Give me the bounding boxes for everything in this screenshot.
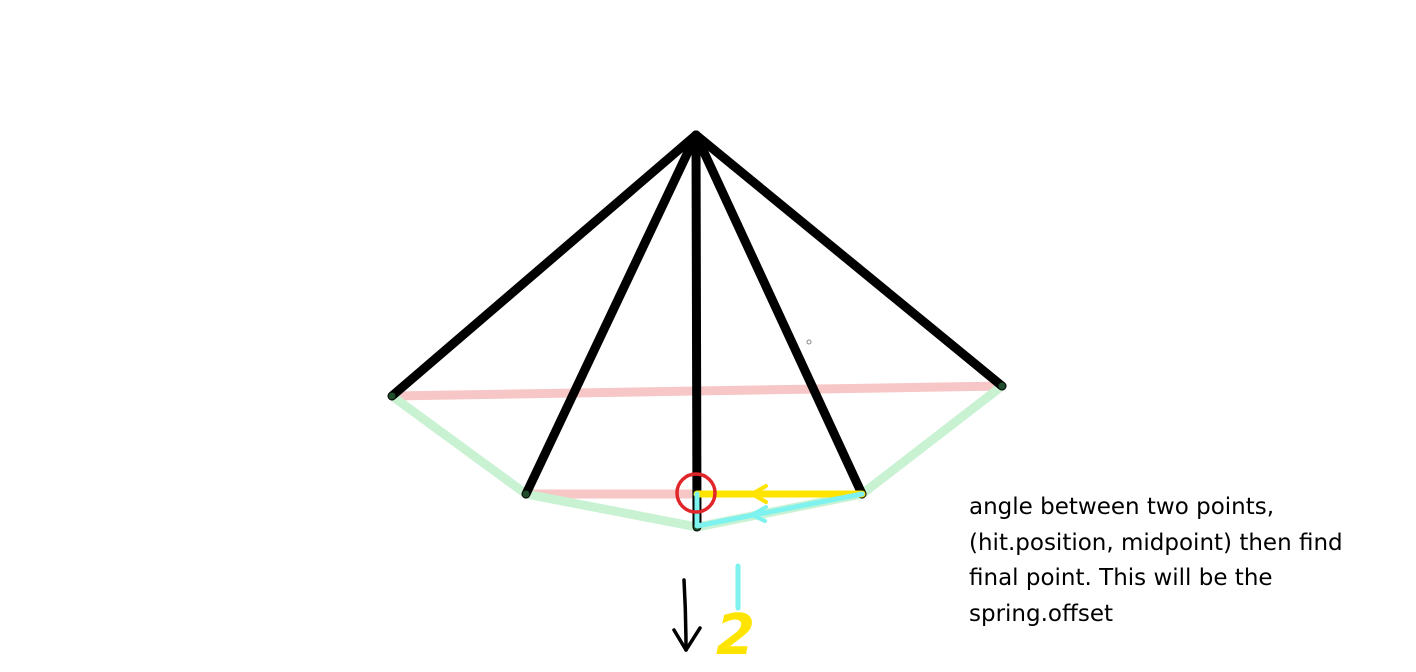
annotation-text: angle between two points, (hit.position,… bbox=[969, 490, 1389, 632]
small-dot bbox=[806, 339, 812, 345]
spoke-right bbox=[691, 130, 867, 499]
yellow-arrowhead bbox=[750, 484, 768, 504]
marker-digit: 2 bbox=[716, 603, 755, 668]
spoke-far-left bbox=[387, 130, 701, 401]
spokes bbox=[387, 130, 1007, 532]
down-arrow-icon bbox=[672, 578, 702, 652]
annotation-line: (hit.position, midpoint) then find bbox=[969, 529, 1343, 556]
spoke-center bbox=[691, 130, 702, 532]
spoke-left bbox=[521, 130, 701, 499]
annotation-line: spring.offset bbox=[969, 600, 1113, 627]
annotation-line: final point. This will be the bbox=[969, 565, 1273, 591]
cyan-vector bbox=[694, 491, 865, 529]
spoke-far-right bbox=[691, 130, 1007, 391]
annotation-line: angle between two points, bbox=[969, 494, 1275, 520]
cyan-arrowhead bbox=[750, 505, 768, 523]
hit-position-circle bbox=[675, 472, 717, 514]
